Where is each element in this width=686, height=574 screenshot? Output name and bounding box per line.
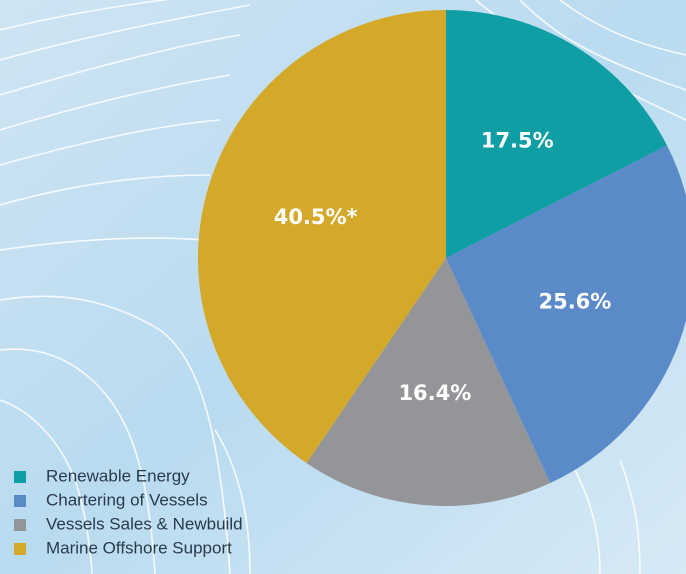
legend: Renewable Energy Chartering of Vessels Ves… bbox=[14, 466, 243, 557]
pie-slice bbox=[197, 10, 446, 464]
value-label: 17.5% bbox=[481, 129, 554, 153]
pie-slice bbox=[446, 10, 667, 258]
pie: 17.5% 25.6% 16.4% 40.5%* bbox=[197, 10, 686, 506]
pie-slice bbox=[446, 145, 686, 484]
value-label: 25.6% bbox=[538, 290, 611, 314]
value-label: 16.4% bbox=[398, 381, 471, 405]
legend-swatch bbox=[14, 519, 26, 531]
legend-swatch bbox=[14, 543, 26, 555]
legend-label: Vessels Sales & Newbuild bbox=[46, 514, 243, 533]
value-label: 40.5%* bbox=[274, 205, 358, 229]
legend-label: Chartering of Vessels bbox=[46, 490, 208, 509]
legend-swatch bbox=[14, 495, 26, 507]
legend-swatch bbox=[14, 471, 26, 483]
legend-label: Marine Offshore Support bbox=[46, 538, 232, 557]
pie-slice bbox=[306, 258, 551, 506]
legend-label: Renewable Energy bbox=[46, 466, 190, 485]
